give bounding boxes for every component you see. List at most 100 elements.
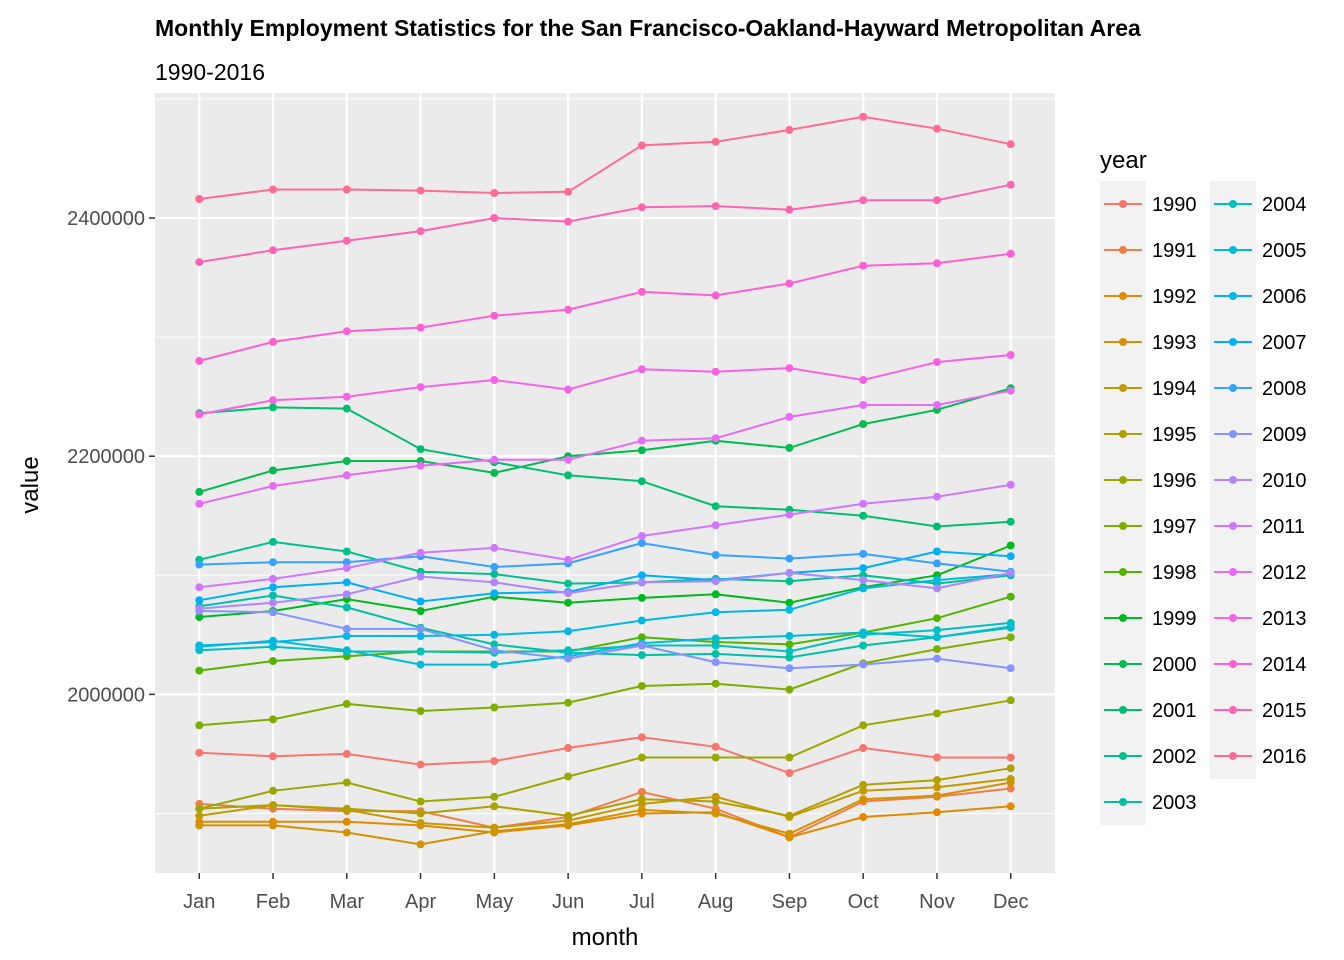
data-point xyxy=(490,640,499,649)
data-point xyxy=(785,364,794,373)
legend-item-2009: 2009 xyxy=(1210,411,1307,457)
data-point xyxy=(933,783,941,792)
data-point xyxy=(269,786,277,795)
data-point xyxy=(490,802,499,811)
data-point xyxy=(933,709,941,718)
series-line xyxy=(199,636,1011,727)
data-point xyxy=(637,578,646,587)
series-line xyxy=(199,544,1012,618)
legend-item-2005: 2005 xyxy=(1210,227,1307,273)
series-line xyxy=(199,805,1011,839)
data-point xyxy=(490,189,499,197)
data-point xyxy=(269,821,277,830)
data-point xyxy=(342,590,351,599)
series-2013 xyxy=(195,351,1015,419)
data-point xyxy=(1006,386,1015,395)
data-point xyxy=(342,457,351,465)
legend-item-1996: 1996 xyxy=(1100,457,1197,503)
data-point xyxy=(1006,774,1015,783)
x-tick-label: Nov xyxy=(919,891,955,913)
data-point xyxy=(269,638,277,646)
data-point xyxy=(637,365,646,374)
data-point xyxy=(416,624,425,633)
data-point xyxy=(342,558,351,567)
legend-item-1994: 1994 xyxy=(1100,365,1197,411)
data-point xyxy=(785,605,794,614)
data-point xyxy=(711,753,720,762)
legend-key-point xyxy=(1229,476,1237,484)
data-point xyxy=(269,801,277,810)
data-point xyxy=(342,185,351,194)
series-line xyxy=(199,354,1011,416)
data-point xyxy=(711,608,720,617)
data-point xyxy=(564,698,573,707)
legend-label: 2011 xyxy=(1262,516,1305,538)
data-point xyxy=(195,804,204,813)
data-point xyxy=(785,205,794,214)
series-2000 xyxy=(195,384,1015,496)
series-2015 xyxy=(195,180,1015,267)
legend-label: 2008 xyxy=(1262,378,1307,400)
data-point xyxy=(933,576,941,585)
data-point xyxy=(859,549,868,558)
data-point xyxy=(564,646,573,655)
legend-item-1992: 1992 xyxy=(1100,273,1197,319)
data-point xyxy=(564,744,573,752)
data-point xyxy=(637,788,646,796)
legend-key-point xyxy=(1229,522,1237,530)
data-point xyxy=(785,664,794,673)
legend-item-1995: 1995 xyxy=(1100,411,1197,457)
data-point xyxy=(195,821,204,830)
series-2011 xyxy=(195,480,1015,592)
legend-key-point xyxy=(1229,752,1237,760)
data-point xyxy=(195,487,204,496)
data-point xyxy=(195,596,204,605)
data-point xyxy=(269,608,277,617)
series-line xyxy=(199,573,1011,647)
data-point xyxy=(269,337,277,346)
data-point xyxy=(490,660,499,669)
data-point xyxy=(711,590,720,599)
data-point xyxy=(1006,568,1015,577)
data-point xyxy=(859,261,868,270)
data-point xyxy=(342,392,351,401)
data-point xyxy=(490,214,499,222)
data-point xyxy=(785,279,794,288)
data-point xyxy=(195,583,204,592)
series-2014 xyxy=(195,249,1015,365)
legend-key-point xyxy=(1119,384,1127,392)
legend-label: 1997 xyxy=(1152,516,1197,538)
data-point xyxy=(711,551,720,559)
data-point xyxy=(1006,541,1015,550)
legend-key-point xyxy=(1229,384,1237,392)
y-axis-title: value xyxy=(17,456,44,513)
data-point xyxy=(269,246,277,255)
data-point xyxy=(859,112,868,121)
data-point xyxy=(637,141,646,150)
data-point xyxy=(785,685,794,694)
data-point xyxy=(342,547,351,556)
data-point xyxy=(564,627,573,636)
legend-label: 2004 xyxy=(1262,194,1307,216)
data-point xyxy=(637,539,646,548)
legend-key-point xyxy=(1119,614,1127,622)
series-line xyxy=(199,736,1011,775)
series-2005 xyxy=(195,622,1015,669)
data-point xyxy=(564,471,573,480)
data-point xyxy=(195,560,204,569)
legend-key-point xyxy=(1119,246,1127,254)
data-point xyxy=(342,828,351,837)
legend-label: 1995 xyxy=(1152,424,1197,446)
legend-key-point xyxy=(1119,292,1127,300)
data-point xyxy=(1006,696,1015,705)
legend-item-1990: 1990 xyxy=(1100,181,1197,227)
data-point xyxy=(195,410,204,419)
data-point xyxy=(711,502,720,511)
data-point xyxy=(269,185,277,194)
data-point xyxy=(416,707,425,715)
x-axis-title: month xyxy=(572,924,639,951)
data-point xyxy=(416,597,425,606)
series-line xyxy=(199,595,1011,672)
data-point xyxy=(564,385,573,394)
legend-key-point xyxy=(1119,798,1127,806)
